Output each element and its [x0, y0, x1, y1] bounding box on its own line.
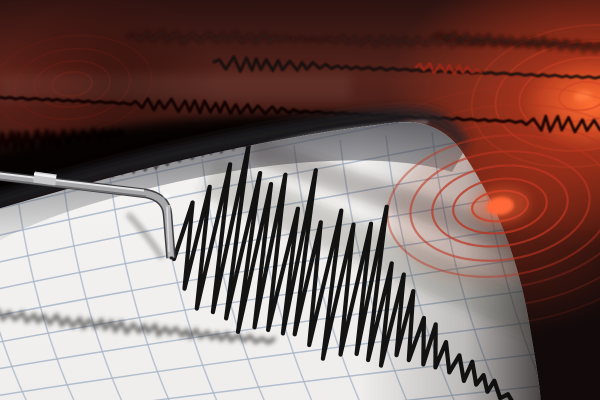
bg-trace-top-right [434, 31, 600, 54]
epicenter-ring [518, 56, 600, 136]
epicenter-ring [470, 23, 600, 169]
stylus-rod-lower-edge [0, 178, 147, 198]
grid-column-line [0, 211, 31, 400]
epicenter-dot [486, 196, 514, 216]
stylus-collar-highlight [33, 172, 57, 179]
stylus-shadow [126, 212, 165, 260]
background-light-strip [0, 74, 350, 100]
stylus-tip-highlight [166, 206, 170, 253]
epicenter-ring [558, 80, 600, 112]
drum-shadow-streak-2 [200, 157, 541, 371]
epicenter-ring [431, 164, 569, 248]
epicenter-ring [386, 134, 600, 278]
stylus-elbow-specular [163, 193, 170, 199]
grid-column-line [63, 187, 126, 400]
epicenter-dot [574, 90, 592, 102]
stylus-pen-tip [169, 256, 174, 260]
epicenter-rings-main [386, 134, 600, 278]
drum-roll-top-surface [0, 107, 468, 209]
stylus-arm [0, 171, 176, 260]
epicenter-rings-overlay [386, 134, 600, 278]
paper-top-shadow-band [0, 122, 463, 248]
stylus-tip-segment [165, 204, 173, 257]
seismogram-waveform [171, 142, 530, 400]
bg-trace-middle [0, 95, 600, 134]
bg-trace-red-wiggle [414, 62, 483, 76]
stylus-collar [33, 171, 57, 186]
grid-column-line [293, 145, 364, 400]
epicenter-ring [409, 150, 591, 262]
seismogram-waveform-layer [171, 142, 530, 400]
epicenter-ring [452, 177, 548, 235]
stylus-rod-highlight [0, 172, 145, 192]
bg-trace-upper [212, 55, 600, 80]
background-seismic-traces [0, 29, 600, 151]
paper-old-blurred-trace [0, 308, 276, 345]
grid-column-line [109, 177, 174, 400]
epicenter-ring [540, 69, 600, 123]
